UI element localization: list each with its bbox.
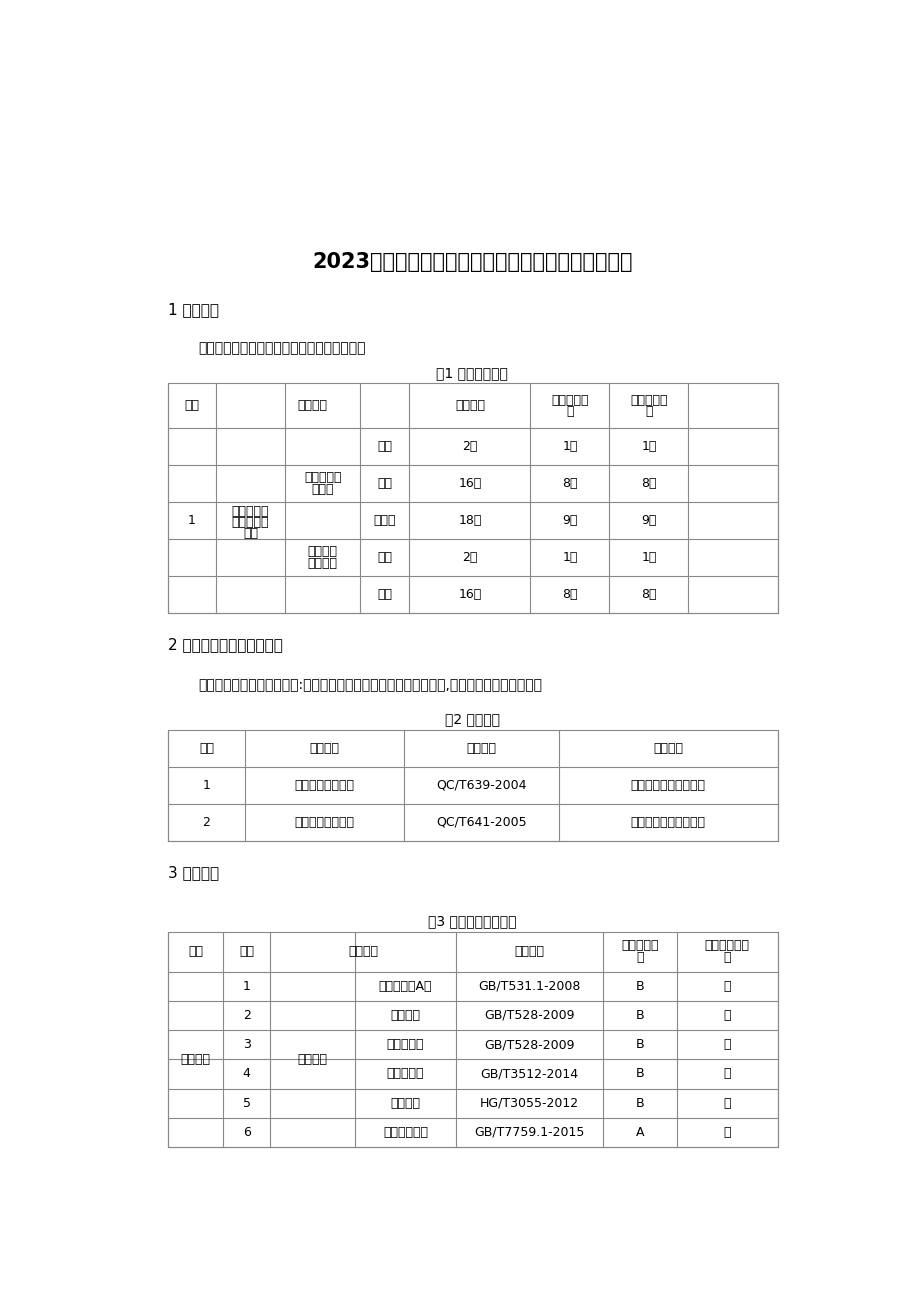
- Text: 6: 6: [243, 1125, 250, 1138]
- Text: 8片: 8片: [562, 588, 577, 601]
- Text: 1米: 1米: [562, 440, 577, 453]
- Text: 3: 3: [243, 1038, 250, 1051]
- Text: B: B: [635, 980, 643, 993]
- Text: 否: 否: [722, 1125, 731, 1138]
- Text: GB/T7759.1-2015: GB/T7759.1-2015: [474, 1125, 584, 1138]
- Text: 8片: 8片: [562, 477, 577, 490]
- Text: 备用样品数: 备用样品数: [630, 394, 667, 407]
- Text: 标准编号: 标准编号: [466, 742, 496, 755]
- Text: 产品种类: 产品种类: [298, 399, 327, 412]
- Text: 分类: 分类: [187, 945, 203, 958]
- Text: A: A: [635, 1125, 643, 1138]
- Text: 汽车用塑: 汽车用塑: [307, 545, 337, 558]
- Text: 密封条: 密封条: [312, 483, 334, 496]
- Text: 否: 否: [722, 1038, 731, 1051]
- Text: 以随机抽样的方式抽取检验样品和备用样品。: 以随机抽样的方式抽取检验样品和备用样品。: [199, 342, 366, 355]
- Text: 18个: 18个: [458, 514, 482, 527]
- Text: 1米: 1米: [641, 440, 656, 453]
- Text: 2米: 2米: [461, 550, 477, 563]
- Text: 1: 1: [187, 514, 196, 527]
- Bar: [167, 730, 777, 840]
- Text: 2: 2: [243, 1010, 250, 1023]
- Text: 热空气老化: 热空气老化: [387, 1067, 424, 1080]
- Text: 产品名称: 产品名称: [310, 742, 339, 755]
- Text: 硬度（邵尔A）: 硬度（邵尔A）: [379, 980, 432, 993]
- Text: GB/T528-2009: GB/T528-2009: [483, 1010, 574, 1023]
- Text: 表3 汽车用橡胶密封条: 表3 汽车用橡胶密封条: [427, 913, 516, 928]
- Text: 1: 1: [243, 980, 250, 993]
- Text: 料）: 料）: [243, 527, 258, 540]
- Text: 《汽车用橡胶密封条》: 《汽车用橡胶密封条》: [630, 779, 705, 792]
- Text: 8片: 8片: [641, 477, 656, 490]
- Text: 1 抽样方法: 1 抽样方法: [167, 303, 219, 317]
- Text: 标准名称: 标准名称: [652, 742, 683, 755]
- Text: 检验样品数: 检验样品数: [550, 394, 588, 407]
- Text: 压缩永久变形: 压缩永久变形: [382, 1125, 427, 1138]
- Text: GB/T528-2009: GB/T528-2009: [483, 1038, 574, 1051]
- Text: 2: 2: [202, 816, 210, 829]
- Text: 成品: 成品: [377, 440, 391, 453]
- Text: 拉断伸长率: 拉断伸长率: [387, 1038, 424, 1051]
- Text: 检验方法: 检验方法: [514, 945, 544, 958]
- Text: 2米: 2米: [461, 440, 477, 453]
- Text: 4: 4: [243, 1067, 250, 1080]
- Text: QC/T639-2004: QC/T639-2004: [436, 779, 527, 792]
- Text: 汽车用橡胶密封条: 汽车用橡胶密封条: [294, 779, 354, 792]
- Text: 1: 1: [202, 779, 210, 792]
- Text: 2023年河北省汽车密封条产品质量监督抽查实施细则: 2023年河北省汽车密封条产品质量监督抽查实施细则: [312, 252, 632, 272]
- Text: 表2 执行标准: 表2 执行标准: [444, 712, 499, 726]
- Text: 表1 抽取样品数量: 表1 抽取样品数量: [436, 367, 507, 380]
- Text: 否: 否: [722, 1097, 731, 1110]
- Text: 汽车密封条: 汽车密封条: [232, 505, 269, 518]
- Text: 否: 否: [722, 980, 731, 993]
- Text: 是否为环保指: 是否为环保指: [704, 939, 749, 952]
- Text: 胶料性能: 胶料性能: [298, 1053, 327, 1066]
- Text: 9个: 9个: [562, 514, 577, 527]
- Text: 本次抽查的产品名称主要为:汽车用橡胶密封条、汽车用塑料密封条,各产品执行标准见下表。: 本次抽查的产品名称主要为:汽车用橡胶密封条、汽车用塑料密封条,各产品执行标准见下…: [199, 678, 542, 692]
- Text: 2 抽查产品名称及执行标准: 2 抽查产品名称及执行标准: [167, 637, 282, 653]
- Text: 表观密度: 表观密度: [391, 1097, 420, 1110]
- Text: 汽车用橡胶: 汽车用橡胶: [303, 471, 341, 484]
- Text: 胶片: 胶片: [377, 477, 391, 490]
- Text: 料密封条: 料密封条: [307, 557, 337, 570]
- Text: 5: 5: [243, 1097, 251, 1110]
- Text: 成品: 成品: [377, 550, 391, 563]
- Text: 标: 标: [722, 951, 731, 964]
- Text: 16片: 16片: [458, 477, 481, 490]
- Text: 序号: 序号: [184, 399, 199, 412]
- Text: 否: 否: [722, 1067, 731, 1080]
- Text: GB/T531.1-2008: GB/T531.1-2008: [478, 980, 580, 993]
- Text: 抽样数量: 抽样数量: [455, 399, 484, 412]
- Bar: [167, 932, 777, 1147]
- Text: 8片: 8片: [641, 588, 656, 601]
- Text: 量: 量: [565, 405, 573, 418]
- Text: 否: 否: [722, 1010, 731, 1023]
- Text: 级: 级: [636, 951, 643, 964]
- Text: 重要程度分: 重要程度分: [620, 939, 658, 952]
- Text: 圆柱体: 圆柱体: [373, 514, 395, 527]
- Text: 试片: 试片: [377, 588, 391, 601]
- Text: 检验项目: 检验项目: [347, 945, 378, 958]
- Text: 序号: 序号: [239, 945, 254, 958]
- Text: 3 检验依据: 3 检验依据: [167, 865, 219, 881]
- Text: QC/T641-2005: QC/T641-2005: [436, 816, 527, 829]
- Text: 汽车用塑料密封条: 汽车用塑料密封条: [294, 816, 354, 829]
- Text: 量: 量: [644, 405, 652, 418]
- Text: B: B: [635, 1038, 643, 1051]
- Text: 《汽车用塑料密封条》: 《汽车用塑料密封条》: [630, 816, 705, 829]
- Text: 拉伸强度: 拉伸强度: [391, 1010, 420, 1023]
- Text: B: B: [635, 1067, 643, 1080]
- Bar: [167, 384, 777, 613]
- Text: 序号: 序号: [199, 742, 214, 755]
- Text: 9个: 9个: [641, 514, 656, 527]
- Text: 1米: 1米: [641, 550, 656, 563]
- Text: GB/T3512-2014: GB/T3512-2014: [480, 1067, 578, 1080]
- Text: B: B: [635, 1097, 643, 1110]
- Text: B: B: [635, 1010, 643, 1023]
- Text: 主要性能: 主要性能: [180, 1053, 210, 1066]
- Text: （橡胶、塑: （橡胶、塑: [232, 516, 269, 530]
- Text: 1米: 1米: [562, 550, 577, 563]
- Text: 16片: 16片: [458, 588, 481, 601]
- Text: HG/T3055-2012: HG/T3055-2012: [480, 1097, 579, 1110]
